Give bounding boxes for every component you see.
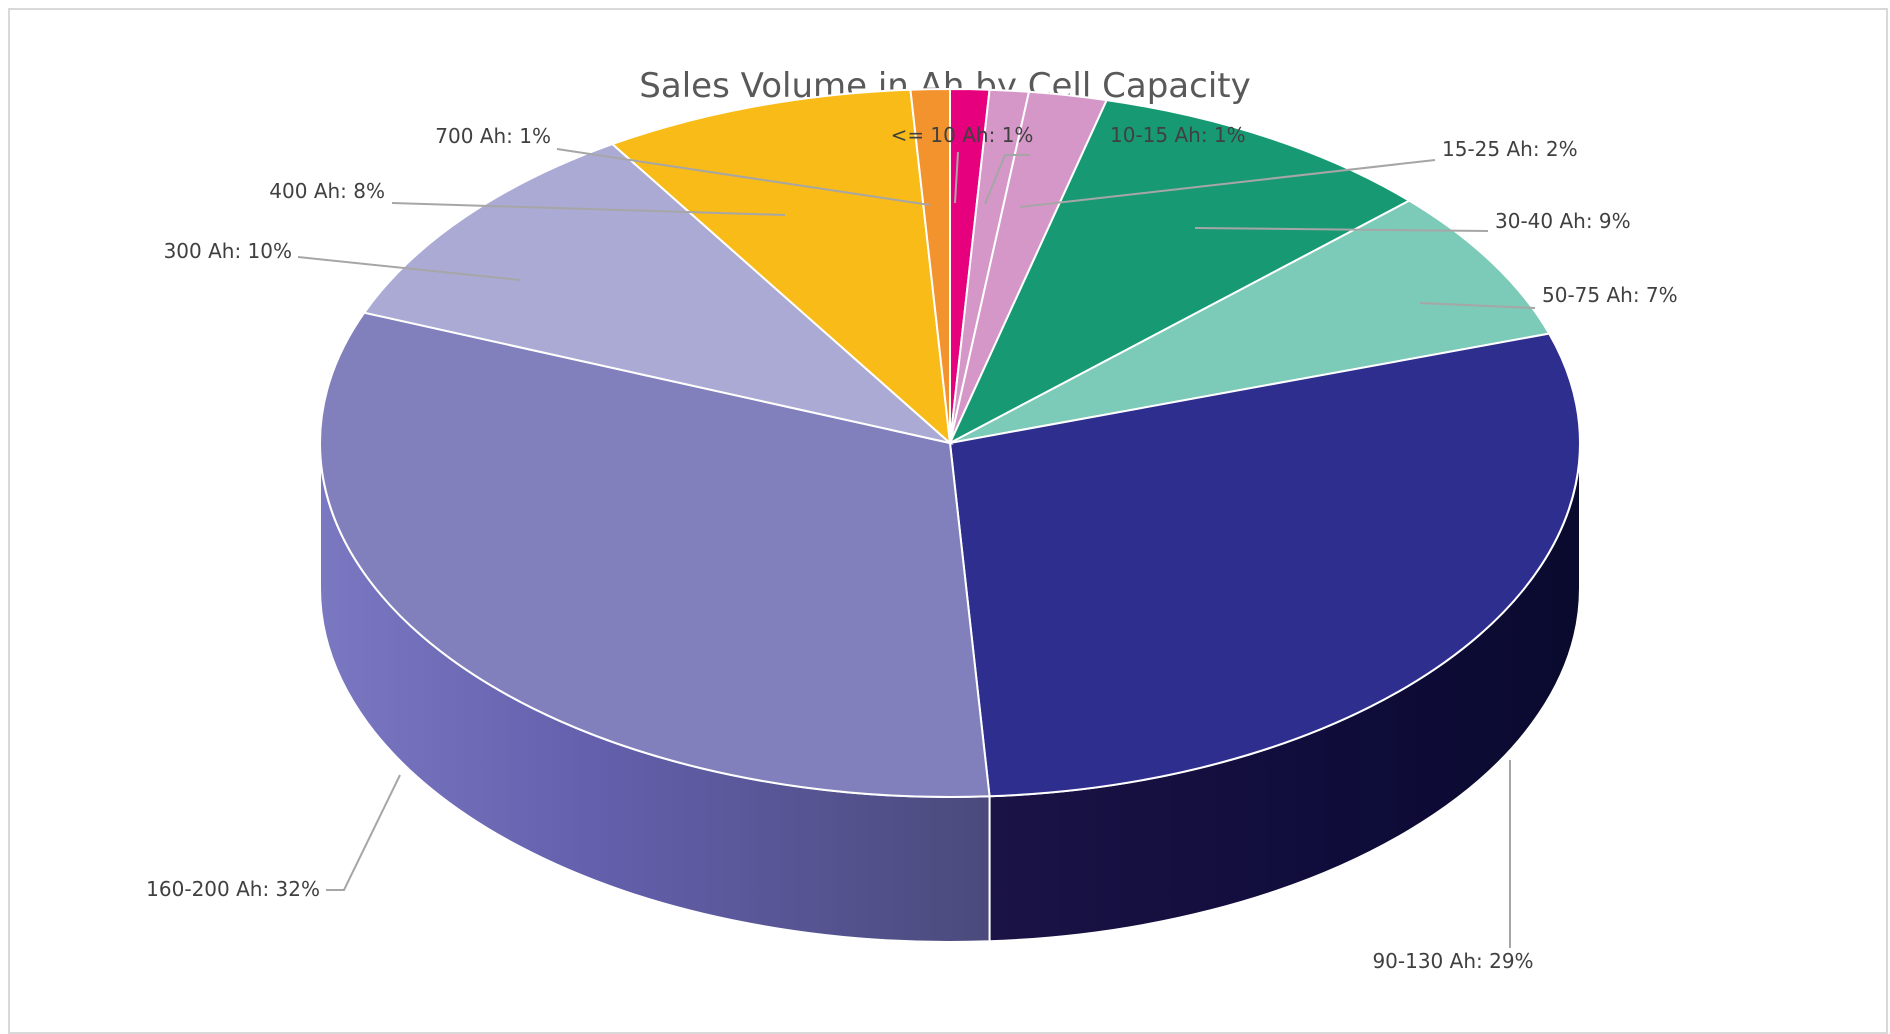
pie-slice-4: [949, 199, 1551, 444]
leader-line-7: [297, 256, 521, 281]
pie-slice-3: [947, 99, 1412, 446]
leader-line-9: [556, 148, 931, 206]
pie-slice-5: [948, 332, 1581, 798]
data-label-9: 700 Ah: 1%: [435, 124, 551, 148]
data-labels: <= 10 Ah: 1% 10-15 Ah: 1% 15-25 Ah: 2% 30-4…: [146, 123, 1677, 973]
leader-lines: [297, 148, 1536, 948]
leader-line-4: [1419, 302, 1536, 309]
leader-line-1: [984, 154, 1030, 205]
pie-slice-8: [610, 88, 952, 446]
data-label-1: 10-15 Ah: 1%: [1110, 123, 1246, 147]
data-label-7: 300 Ah: 10%: [164, 239, 292, 263]
data-label-0: <= 10 Ah: 1%: [891, 123, 1034, 147]
leader-line-8: [391, 202, 786, 216]
leader-line-2: [1019, 159, 1436, 208]
pie-slice-9: [909, 87, 951, 444]
pie-slice-6: [319, 311, 991, 798]
data-label-8: 400 Ah: 8%: [269, 179, 385, 203]
data-label-5: 90-130 Ah: 29%: [1372, 949, 1533, 973]
data-label-6: 160-200 Ah: 32%: [146, 877, 320, 901]
pie-slice-7: [362, 142, 954, 445]
data-label-4: 50-75 Ah: 7%: [1542, 283, 1678, 307]
data-label-3: 30-40 Ah: 9%: [1495, 209, 1631, 233]
leader-line-3: [1194, 227, 1489, 232]
pie-slices: [319, 87, 1581, 798]
leader-line-0: [954, 151, 959, 204]
data-label-2: 15-25 Ah: 2%: [1442, 137, 1578, 161]
leader-line-6: [326, 774, 401, 891]
